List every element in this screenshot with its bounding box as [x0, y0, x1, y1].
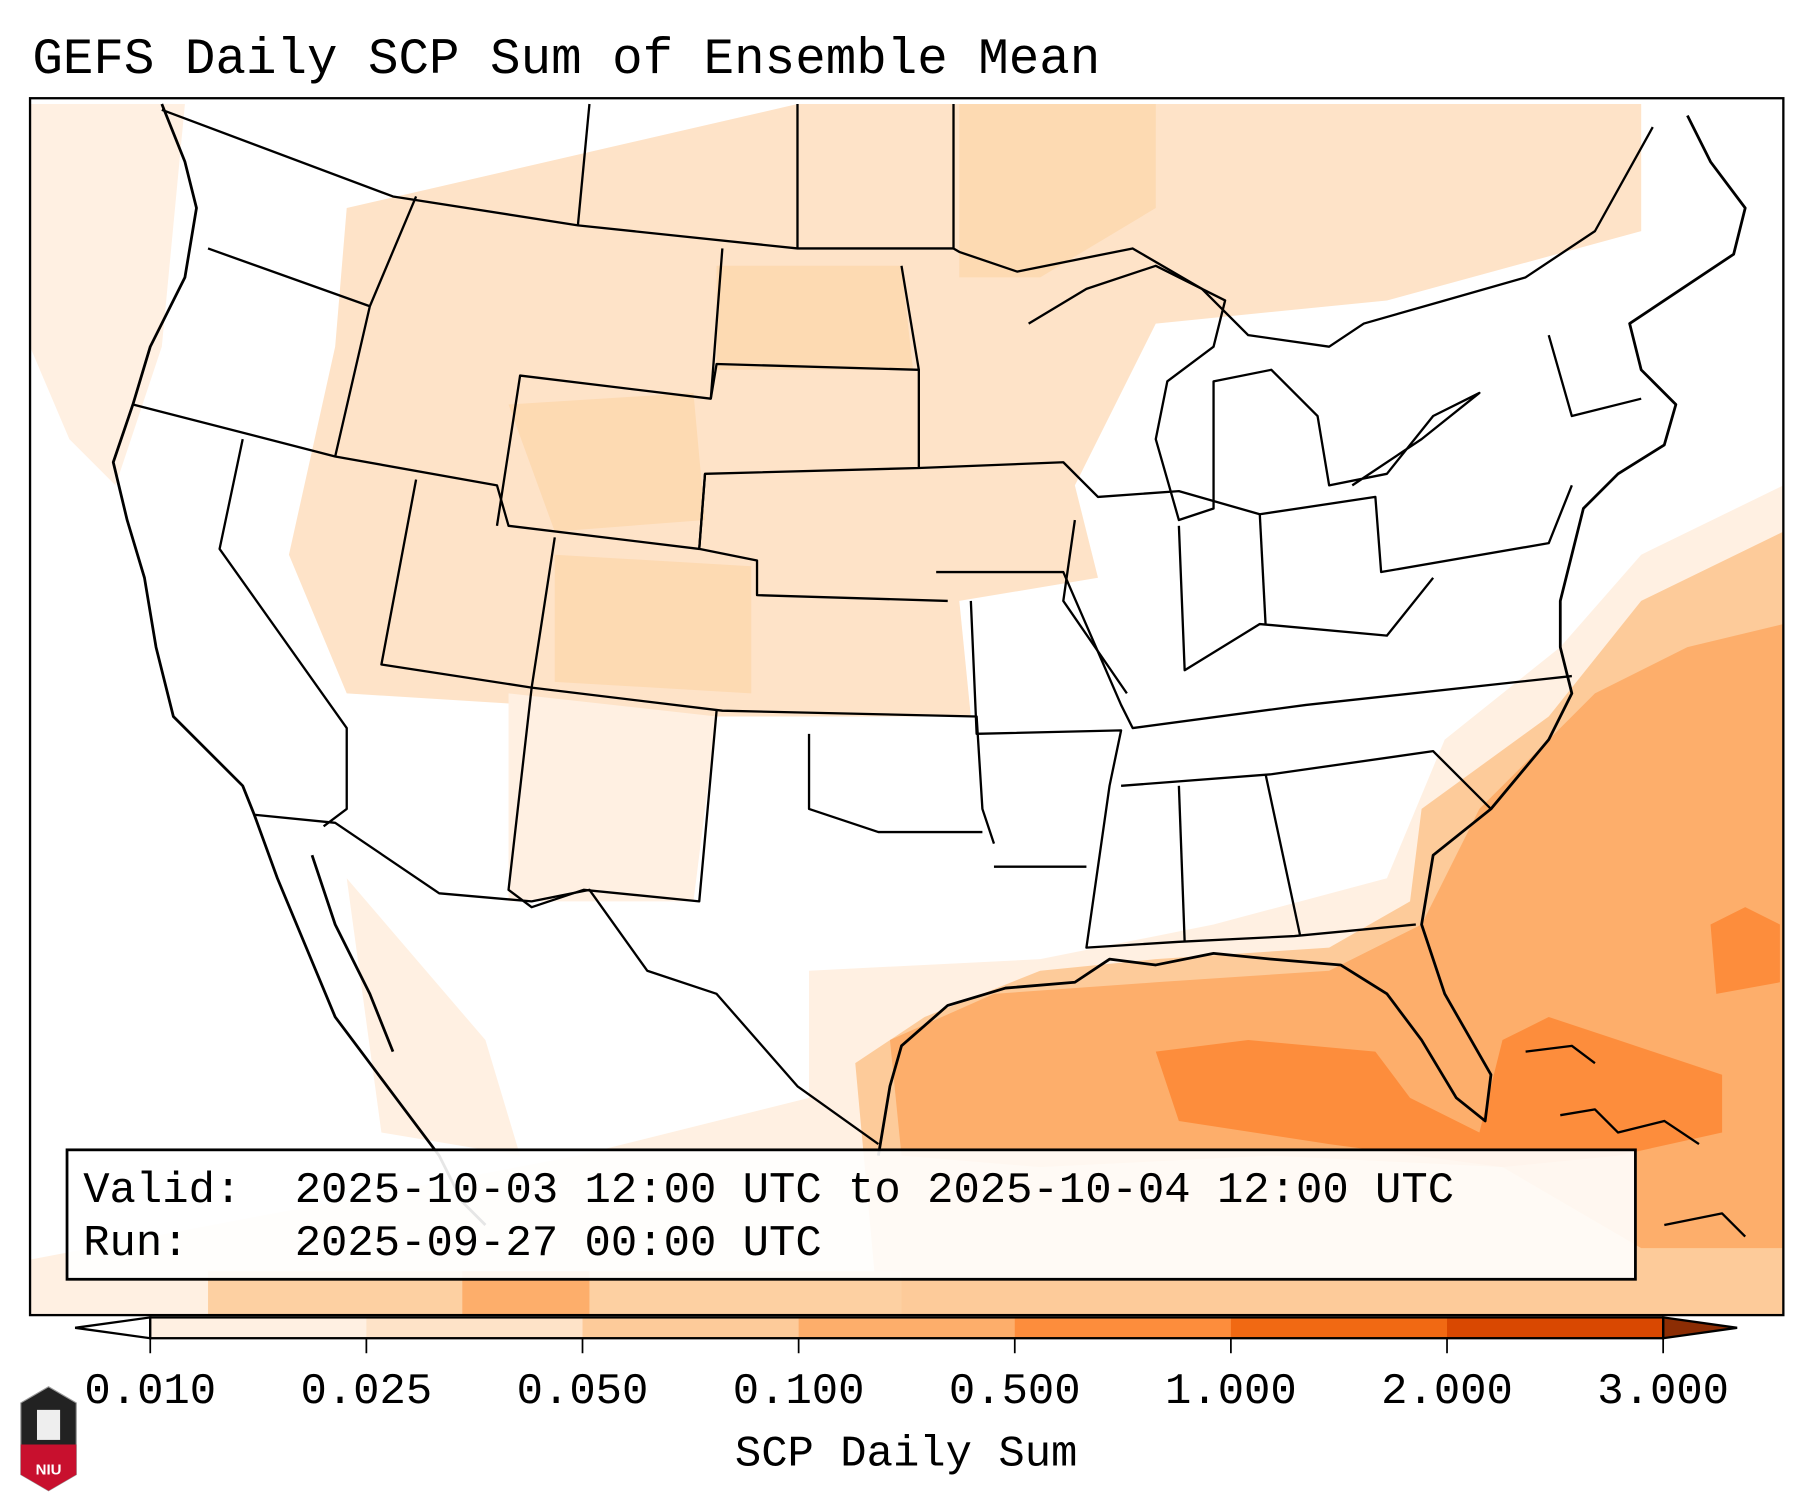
- colorbar-tick-label: 3.000: [1597, 1367, 1729, 1417]
- map-frame: [28, 97, 1785, 1317]
- map-panel: Valid: 2025-10-03 12:00 UTC to 2025-10-0…: [28, 97, 1785, 1317]
- colorbar-bin: [1230, 1317, 1448, 1339]
- colorbar-under-triangle: [74, 1316, 152, 1340]
- shading-dark-gulf: [1155, 907, 1780, 1168]
- colorbar-bin: [150, 1317, 367, 1339]
- colorbar-frame: [149, 1316, 1665, 1340]
- run-label: Run:: [83, 1219, 188, 1269]
- caribbean-islands: [1525, 1044, 1747, 1238]
- colorbar-label: SCP Daily Sum: [735, 1429, 1078, 1479]
- colorbar-tick-label: 0.010: [84, 1367, 216, 1417]
- scp-shading: [30, 98, 1784, 1316]
- border-canada: [161, 108, 1654, 348]
- coastline-north-america: [111, 103, 1747, 1226]
- colorbar-tick-label: 2.000: [1381, 1367, 1513, 1417]
- info-box: Valid: 2025-10-03 12:00 UTC to 2025-10-0…: [65, 1148, 1637, 1281]
- valid-label: Valid:: [83, 1166, 241, 1216]
- colorbar-bin: [582, 1317, 800, 1339]
- run-time: 2025-09-27 00:00 UTC: [295, 1219, 822, 1269]
- colorbar-bin: [366, 1317, 584, 1339]
- colorbar-tick-label: 0.025: [300, 1367, 432, 1417]
- colorbar: 0.010 0.025 0.050 0.100 0.500 1.000 2.000 3.000…: [74, 1316, 1738, 1479]
- colorbar-tick-label: 0.100: [733, 1367, 865, 1417]
- shading-med-plains: [508, 104, 1156, 694]
- logo-text: NIU: [36, 1462, 62, 1479]
- shading-light-west: [30, 104, 185, 486]
- niu-logo: NIU: [20, 1386, 77, 1492]
- colorbar-bin: [1014, 1317, 1232, 1339]
- colorbar-tick-label: 0.050: [517, 1367, 649, 1417]
- colorbar-over-triangle: [1661, 1316, 1738, 1340]
- figure-title: GEFS Daily SCP Sum of Ensemble Mean: [32, 32, 1100, 89]
- colorbar-bin: [1447, 1317, 1664, 1339]
- great-lakes: [1028, 264, 1481, 522]
- colorbar-tick-label: 1.000: [1165, 1367, 1297, 1417]
- shading-light-southwest: [346, 693, 717, 1156]
- colorbar-tick-label: 0.500: [949, 1367, 1081, 1417]
- state-boundaries: [132, 103, 1642, 949]
- valid-time-range: 2025-10-03 12:00 UTC to 2025-10-04 12:00…: [295, 1166, 1454, 1216]
- colorbar-bin: [798, 1317, 1016, 1339]
